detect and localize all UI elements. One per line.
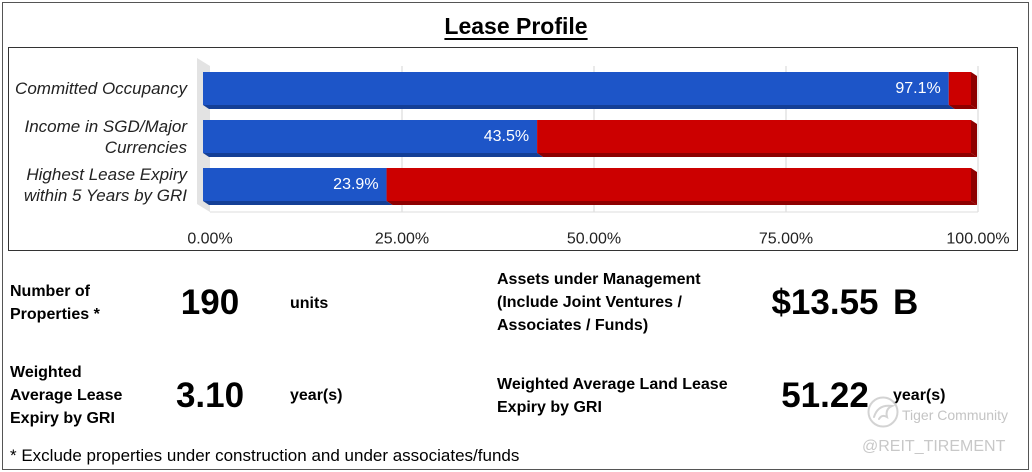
number-of-properties-value: 190 [180,283,240,322]
wale-label: Weighted Average Lease Expiry by GRI [10,364,123,427]
x-tick-label: 0.00% [187,231,232,248]
bar-depth-face [203,105,955,109]
land-lease-expiry-value: 51.22 [781,376,869,415]
category-label-income-currencies: Income in SGD/Major Currencies [24,116,188,157]
x-tick-label: 75.00% [759,231,813,248]
bar-value-label: 43.5% [484,128,529,145]
x-tick-label: 50.00% [567,231,621,248]
bar-end-face [971,72,977,109]
tiger-logo-icon [867,396,899,428]
x-tick-label: 100.00% [946,231,1009,248]
page-title: Lease Profile [444,13,588,39]
bar-segment-value [203,168,387,201]
bar-depth-face [203,201,393,205]
watermark-handle: @REIT_TIREMENT [862,438,1006,455]
assets-under-management-label: Assets under Management (Include Joint V… [497,271,701,334]
watermark-brand: Tiger Community [902,407,1009,423]
bar-end-face [971,168,977,205]
bar-segment-remainder [537,120,971,153]
bar-depth-face [203,153,544,157]
assets-under-management-value: $13.55 [771,283,879,322]
category-label-lease-expiry: Highest Lease Expiry within 5 Years by G… [23,164,187,205]
bar-segment-value [203,72,949,105]
bar-depth-face [386,201,977,205]
land-lease-expiry-unit: year(s) [893,387,946,404]
bar-depth-face [948,105,977,109]
bar-value-label: 97.1% [895,80,940,97]
bar-segment-remainder [948,72,971,105]
wale-value: 3.10 [175,376,245,415]
assets-under-management-unit: B [893,283,919,322]
footnote: * Exclude properties under construction … [10,446,520,465]
bar-end-face [971,120,977,157]
bar-segment-remainder [386,168,971,201]
number-of-properties-unit: units [290,295,329,312]
lease-profile-bar-chart: 97.1% 43.5% 23.9% 0.00% 25.00% 50.00% 75.00% 10… [187,58,1010,248]
wale-unit: year(s) [290,387,343,404]
land-lease-expiry-label: Weighted Average Land Lease Expiry by GR… [497,376,728,416]
lease-profile-chart-panel: 97.1% 43.5% 23.9% 0.00% 25.00% 50.00% 75.00% 10… [8,47,1018,251]
category-label-committed-occupancy: Committed Occupancy [15,79,187,98]
bar-value-label: 23.9% [333,176,378,193]
x-tick-label: 25.00% [375,231,429,248]
number-of-properties-label: Number of Properties * [10,283,100,323]
bar-depth-face [537,153,977,157]
bar-segment-value [203,120,538,153]
